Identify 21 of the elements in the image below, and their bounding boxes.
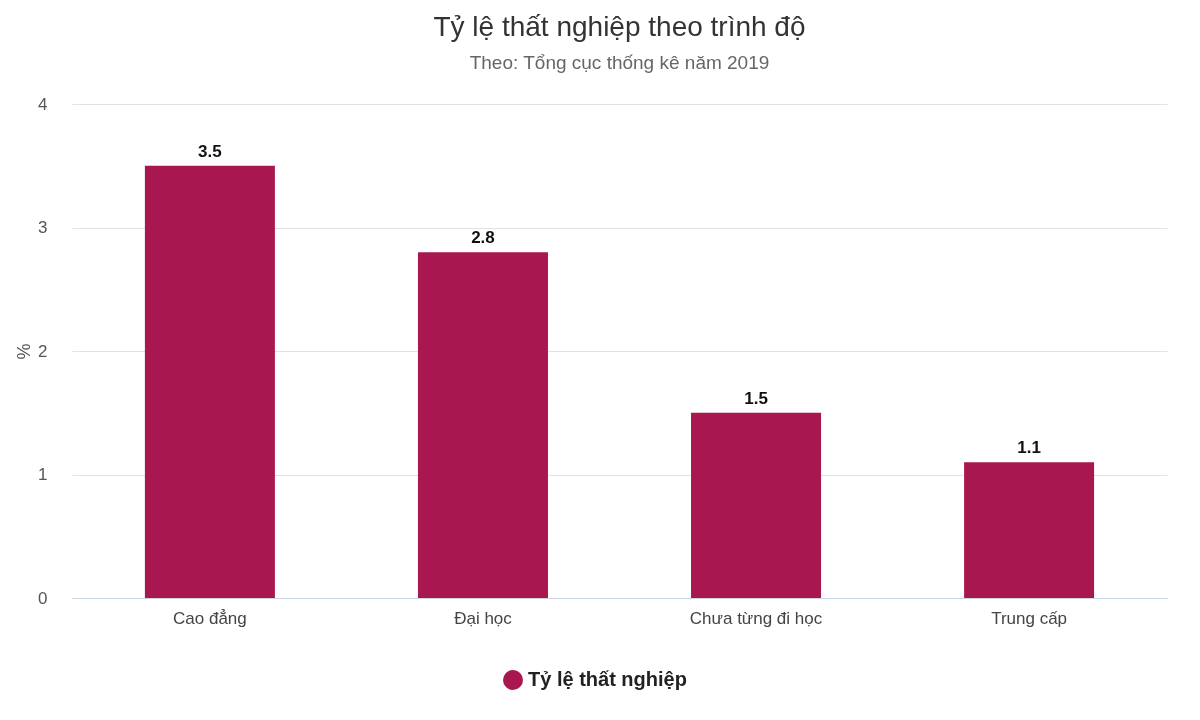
y-tick-label: 4 — [38, 94, 48, 114]
x-tick-label: Cao đẳng — [173, 608, 247, 628]
bar — [417, 252, 548, 598]
bar — [964, 462, 1095, 598]
bar — [144, 165, 275, 598]
y-tick-label: 2 — [38, 341, 48, 361]
x-tick-label: Chưa từng đi học — [689, 608, 823, 628]
data-label: 2.8 — [471, 228, 495, 248]
data-label: 1.1 — [1017, 438, 1041, 458]
x-tick-label: Đại học — [454, 608, 513, 628]
y-axis-title: % — [14, 343, 35, 360]
y-tick-label: 0 — [38, 588, 48, 608]
y-tick-label: 3 — [38, 218, 48, 237]
data-label: 3.5 — [198, 141, 222, 161]
y-tick-label: 1 — [38, 465, 48, 484]
chart-subtitle: Theo: Tổng cục thống kê năm 2019 — [469, 52, 770, 73]
chart-title: Tỷ lệ thất nghiệp theo trình độ — [433, 11, 806, 42]
legend-label: Tỷ lệ thất nghiệp — [528, 668, 687, 690]
x-tick-label: Trung cấp — [991, 608, 1068, 628]
data-label: 1.5 — [744, 388, 768, 408]
bar — [691, 412, 822, 598]
